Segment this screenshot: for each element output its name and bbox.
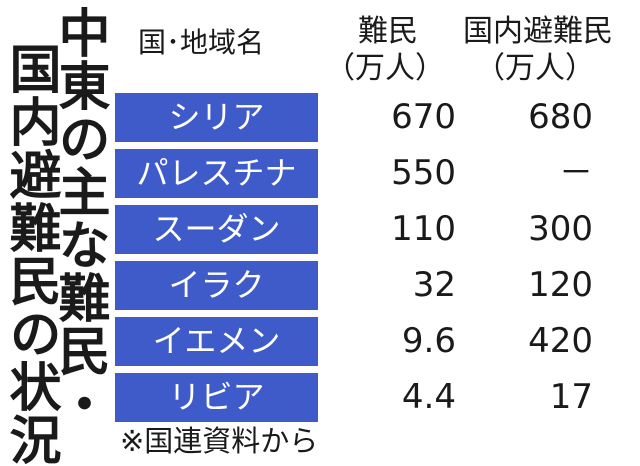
header-idp-unit: （万人） xyxy=(475,51,595,86)
country-name: イラク xyxy=(115,261,318,310)
table-row: イラク 32 120 xyxy=(115,261,633,310)
country-name: パレスチナ xyxy=(115,149,318,198)
table-row: リビア 4.4 17 xyxy=(115,373,633,422)
header-country: 国･地域名 xyxy=(138,26,265,59)
table-row: パレスチナ 550 － xyxy=(115,149,633,198)
title-line-1: 中東の主な難民・ xyxy=(49,6,109,430)
idp-value: 17 xyxy=(549,377,593,417)
country-name: リビア xyxy=(115,373,318,422)
country-name: イエメン xyxy=(115,317,318,366)
idp-value: － xyxy=(559,153,593,193)
refugees-value: 550 xyxy=(391,153,456,193)
refugees-value: 110 xyxy=(391,209,456,249)
title-line-2: 国内避難民の状況 xyxy=(0,42,60,466)
header-refugees-unit: （万人） xyxy=(325,51,445,86)
header-refugees: 難民 xyxy=(358,14,418,49)
country-name: シリア xyxy=(115,93,318,142)
refugees-value: 4.4 xyxy=(401,377,456,417)
data-table: シリア 670 680 パレスチナ 550 － スーダン 110 300 イラク… xyxy=(115,93,633,429)
table-row: シリア 670 680 xyxy=(115,93,633,142)
idp-value: 680 xyxy=(528,97,593,137)
header-idp: 国内避難民 xyxy=(463,14,613,49)
refugees-value: 670 xyxy=(391,97,456,137)
country-name: スーダン xyxy=(115,205,318,254)
refugees-value: 32 xyxy=(412,265,456,305)
idp-value: 120 xyxy=(528,265,593,305)
refugees-value: 9.6 xyxy=(401,321,456,361)
idp-value: 300 xyxy=(528,209,593,249)
table-row: イエメン 9.6 420 xyxy=(115,317,633,366)
table-row: スーダン 110 300 xyxy=(115,205,633,254)
source-note: ※国連資料から xyxy=(120,424,319,458)
idp-value: 420 xyxy=(528,321,593,361)
